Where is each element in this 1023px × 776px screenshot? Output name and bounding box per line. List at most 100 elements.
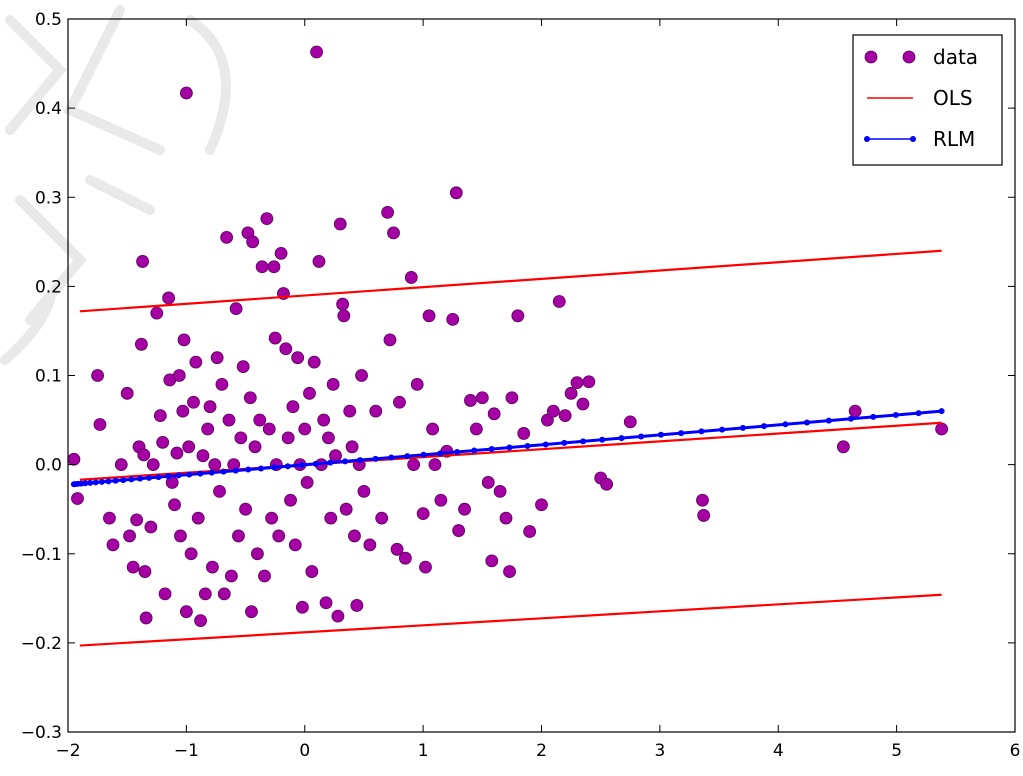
data-point — [279, 342, 293, 356]
data-point — [404, 271, 418, 284]
rlm-marker — [420, 451, 427, 458]
rlm-marker — [638, 433, 645, 440]
data-point — [576, 397, 590, 411]
data-point — [517, 427, 531, 440]
x-tick-label: 5 — [891, 741, 902, 761]
rlm-marker — [542, 441, 549, 448]
data-point — [144, 520, 158, 534]
data-point — [208, 458, 222, 472]
rlm-marker — [197, 470, 204, 477]
data-point — [250, 547, 264, 561]
data-point — [68, 452, 81, 466]
data-point — [268, 331, 282, 345]
data-point — [281, 431, 295, 445]
data-point — [172, 369, 186, 382]
rlm-marker — [120, 477, 127, 484]
data-point — [582, 375, 596, 389]
data-point — [552, 295, 566, 308]
rlm-marker — [506, 444, 513, 451]
data-point — [541, 413, 554, 427]
data-point — [210, 351, 224, 365]
rlm-marker — [599, 436, 606, 443]
data-point — [123, 529, 136, 543]
data-point — [935, 422, 949, 436]
data-point — [564, 386, 578, 400]
x-tick-label: 3 — [654, 741, 665, 761]
rlm-marker — [220, 468, 227, 475]
rlm-marker — [437, 450, 444, 457]
data-point — [322, 431, 335, 445]
y-tick-label: −0.1 — [21, 545, 62, 565]
data-point — [511, 309, 525, 323]
data-point — [446, 312, 460, 326]
data-point — [452, 524, 466, 537]
data-point — [300, 476, 314, 489]
data-point — [262, 422, 276, 436]
y-tick-label: −0.2 — [21, 634, 62, 654]
data-point — [179, 86, 193, 100]
data-point — [295, 600, 309, 614]
data-point — [410, 378, 424, 391]
rlm-marker — [87, 479, 94, 486]
legend-marker-rlm — [910, 136, 916, 142]
data-point — [546, 404, 560, 418]
data-point — [139, 611, 153, 625]
data-point — [383, 333, 397, 347]
rlm-marker — [258, 465, 265, 472]
data-point — [398, 551, 412, 565]
x-tick-label: 4 — [773, 741, 784, 761]
data-point — [174, 529, 187, 543]
data-point — [134, 337, 148, 351]
data-point — [236, 360, 250, 373]
data-point — [191, 511, 205, 525]
rlm-marker — [128, 476, 135, 483]
watermark-decoration — [0, 5, 231, 365]
data-point — [487, 407, 501, 421]
data-point — [426, 422, 440, 436]
rlm-marker — [471, 447, 478, 454]
rlm-marker — [698, 428, 705, 435]
data-point — [168, 498, 181, 512]
data-point — [201, 422, 215, 436]
rlm-marker — [105, 478, 112, 485]
data-point — [170, 446, 184, 460]
data-point — [203, 400, 217, 414]
rlm-marker — [327, 459, 334, 466]
data-point — [284, 493, 297, 507]
rlm-marker — [618, 435, 625, 442]
data-point — [345, 440, 359, 454]
y-tick-label: −0.3 — [21, 723, 62, 743]
data-point — [836, 440, 850, 454]
data-point — [267, 260, 281, 274]
legend-label: OLS — [933, 86, 973, 110]
rlm-marker — [561, 439, 568, 446]
y-tick-label: 0.4 — [35, 99, 62, 119]
data-point — [234, 431, 248, 445]
data-point — [333, 217, 347, 231]
rlm-marker — [245, 466, 252, 473]
data-point — [387, 226, 400, 240]
data-point — [215, 378, 229, 391]
legend-label: data — [933, 45, 978, 69]
rlm-marker — [782, 421, 789, 428]
data-point — [114, 458, 128, 472]
data-point — [336, 297, 350, 311]
data-point — [696, 493, 709, 507]
data-point — [291, 351, 305, 365]
x-tick-label: −2 — [55, 741, 80, 761]
data-point — [126, 560, 140, 574]
data-point — [153, 409, 167, 423]
rlm-marker — [488, 446, 495, 453]
data-point — [189, 355, 203, 369]
data-point — [286, 400, 300, 414]
data-point — [255, 260, 269, 274]
rlm-marker — [82, 480, 89, 487]
data-point — [187, 395, 200, 409]
legend-marker-data — [902, 50, 916, 64]
data-point — [312, 255, 326, 268]
data-point — [258, 569, 271, 583]
data-point — [348, 529, 361, 543]
data-point — [239, 502, 252, 516]
data-point — [310, 45, 323, 59]
